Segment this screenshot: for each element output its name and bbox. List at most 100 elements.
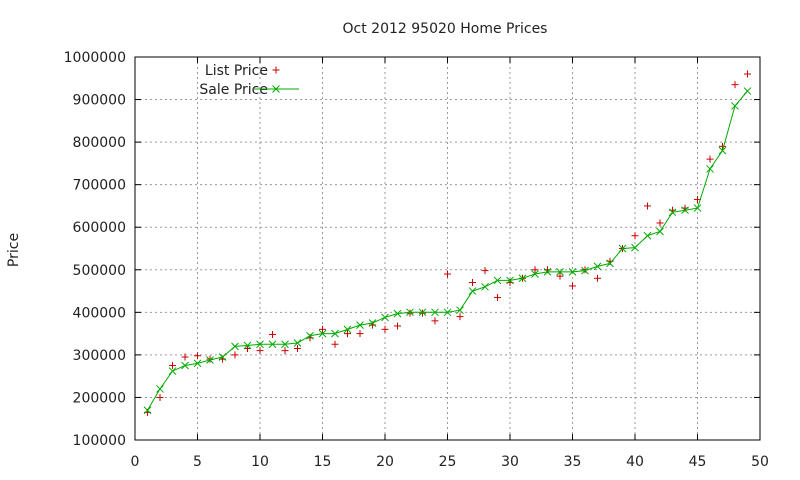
sale-price-point <box>656 227 664 236</box>
sale-price-point <box>731 102 739 110</box>
sale-price-point <box>693 204 702 212</box>
sale-price-point <box>318 329 327 338</box>
list-price-point <box>406 309 414 317</box>
list-price-point <box>194 352 201 360</box>
plot-frame <box>134 56 761 441</box>
y-tick-label: 700000 <box>73 178 126 194</box>
sale-price-point <box>618 244 627 253</box>
y-axis-label: Price <box>6 233 22 267</box>
list-price-point <box>656 219 664 227</box>
list-price-point <box>169 362 176 370</box>
sale-price-point <box>181 361 189 370</box>
sale-price-point <box>481 282 489 291</box>
sale-price-point <box>456 306 464 315</box>
y-tick-label: 100000 <box>73 433 126 449</box>
legend-swatch-sale-price <box>253 85 299 93</box>
y-tick-label: 900000 <box>73 93 126 109</box>
x-tick-label: 0 <box>131 454 140 470</box>
sale-price-point <box>331 329 339 338</box>
list-price-point <box>394 322 401 330</box>
y-tick-labels: 100000 200000 300000 400000 500000 600000 7000… <box>64 50 126 449</box>
sale-price-point <box>531 270 539 278</box>
sale-price-point <box>431 308 439 317</box>
list-price-point <box>356 330 364 338</box>
list-price-point <box>556 272 564 280</box>
list-price-point <box>644 202 651 210</box>
sale-price-point <box>443 308 452 317</box>
sale-price-point <box>668 208 677 217</box>
sale-price-point <box>568 268 577 276</box>
sale-price-point <box>743 87 752 95</box>
list-price-point <box>731 81 739 89</box>
x-tick-label: 50 <box>751 454 769 470</box>
x-tick-label: 30 <box>501 454 519 470</box>
list-price-point <box>331 340 339 348</box>
sale-price-point <box>606 259 614 268</box>
list-price-point <box>294 345 301 353</box>
list-price-point <box>531 266 539 274</box>
list-price-point <box>344 330 351 338</box>
list-price-point <box>481 267 489 275</box>
list-price-point <box>256 347 264 355</box>
x-tick-label: 25 <box>439 454 457 470</box>
sale-price-point <box>381 313 389 322</box>
list-price-point <box>319 325 326 333</box>
x-tick-label: 20 <box>376 454 394 470</box>
sale-price-point <box>393 309 402 318</box>
legend-swatch-list-price <box>272 66 280 74</box>
sale-price-point <box>631 243 639 252</box>
list-price-point <box>381 325 389 333</box>
sale-price-point <box>518 274 527 283</box>
legend-label-sale-price: Sale Price <box>199 82 268 98</box>
list-price-point <box>594 274 601 282</box>
sale-price-point <box>243 341 252 350</box>
sale-price-point <box>418 308 427 317</box>
x-tick-labels: 0 5 10 15 20 25 30 35 40 45 50 <box>131 454 769 470</box>
chart-title: Oct 2012 95020 Home Prices <box>343 21 548 37</box>
sale-price-point <box>193 359 202 368</box>
list-price-point <box>156 393 164 401</box>
sale-price-point <box>143 406 152 415</box>
y-tick-label: 1000000 <box>64 50 126 66</box>
legend: List Price Sale Price <box>199 63 299 98</box>
list-price-point <box>181 353 189 361</box>
list-price-point <box>281 347 289 355</box>
sale-price-point <box>506 276 514 285</box>
sale-price-point <box>593 262 602 271</box>
list-price-point <box>431 317 439 325</box>
list-price-point <box>719 142 726 150</box>
sale-price-point <box>581 266 589 275</box>
list-price-point <box>469 279 476 287</box>
grid-lines <box>135 57 760 440</box>
sale-price-point <box>718 146 727 155</box>
series-layer <box>143 70 752 416</box>
sale-price-point <box>231 342 239 351</box>
y-tick-label: 600000 <box>73 220 126 236</box>
sale-price-point <box>543 268 552 276</box>
sale-price-point <box>168 367 177 375</box>
x-tick-label: 10 <box>251 454 269 470</box>
sale-price-point <box>268 340 277 349</box>
sale-price-point <box>281 340 289 349</box>
y-tick-label: 400000 <box>73 305 126 321</box>
list-price-point <box>631 232 639 240</box>
y-tick-label: 300000 <box>73 348 126 364</box>
list-price-point <box>419 309 426 317</box>
series-1 <box>143 87 752 415</box>
x-tick-label: 40 <box>626 454 644 470</box>
list-price-point <box>456 313 464 321</box>
list-price-point <box>231 351 239 359</box>
sale-price-point <box>156 385 164 393</box>
sale-price-point <box>206 356 214 364</box>
sale-price-point <box>356 321 364 329</box>
sale-price-point <box>306 331 314 340</box>
legend-swatch-sale-price-mark <box>272 85 280 93</box>
y-tick-label: 800000 <box>73 135 126 151</box>
sale-price-point <box>368 319 377 327</box>
x-tick-label: 15 <box>314 454 332 470</box>
list-price-point <box>444 270 451 278</box>
list-price-point <box>706 155 714 163</box>
sale-price-point <box>681 206 689 215</box>
y-tick-label: 200000 <box>73 390 126 406</box>
